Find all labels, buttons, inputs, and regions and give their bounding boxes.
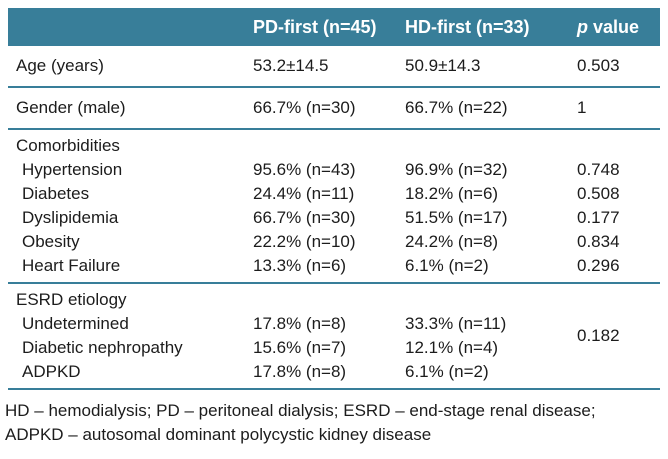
abbreviations-footnote: HD – hemodialysis; PD – peritoneal dialy…: [5, 399, 668, 447]
table-row-gender: Gender (male) 66.7% (n=30) 66.7% (n=22) …: [8, 88, 660, 130]
p-value: 0.508: [577, 184, 620, 203]
table-row-adpkd: ADPKD 17.8% (n=8) 6.1% (n=2): [8, 360, 570, 384]
hd-value: 6.1% (n=2): [405, 362, 489, 381]
table-row-undetermined: Undetermined 17.8% (n=8) 33.3% (n=11): [8, 312, 570, 336]
row-label: Diabetes: [22, 184, 90, 203]
group-title: ESRD etiology: [16, 290, 127, 309]
hd-value: 12.1% (n=4): [405, 338, 499, 357]
pd-value: 13.3% (n=6): [253, 256, 347, 275]
hd-value: 33.3% (n=11): [405, 314, 507, 333]
hd-value: 50.9±14.3: [405, 56, 481, 75]
table-row-hypertension: Hypertension 95.6% (n=43) 96.9% (n=32) 0…: [8, 158, 660, 182]
pd-value: 53.2±14.5: [253, 56, 329, 75]
footnote-line-2: ADPKD – autosomal dominant polycystic ki…: [5, 425, 432, 444]
table-row-diabetic-nephropathy: Diabetic nephropathy 15.6% (n=7) 12.1% (…: [8, 336, 570, 360]
p-value: 0.177: [577, 208, 620, 227]
pd-value: 17.8% (n=8): [253, 314, 347, 333]
hd-value: 18.2% (n=6): [405, 184, 499, 203]
pd-value: 15.6% (n=7): [253, 338, 347, 357]
row-label: ADPKD: [22, 362, 81, 381]
p-value-rest: value: [593, 16, 640, 37]
pd-value: 17.8% (n=8): [253, 362, 347, 381]
table-row-obesity: Obesity 22.2% (n=10) 24.2% (n=8) 0.834: [8, 230, 660, 254]
header-cell-p-value: p value: [570, 17, 660, 38]
pd-value: 24.4% (n=11): [253, 184, 355, 203]
row-label: Undetermined: [22, 314, 129, 333]
header-cell-pd-first: PD-first (n=45): [253, 16, 377, 37]
hd-value: 51.5% (n=17): [405, 208, 508, 227]
row-label: Gender (male): [16, 98, 126, 117]
row-label: Dyslipidemia: [22, 208, 119, 227]
footnote-line-1: HD – hemodialysis; PD – peritoneal dialy…: [5, 401, 596, 420]
hd-value: 24.2% (n=8): [405, 232, 499, 251]
table-row-age: Age (years) 53.2±14.5 50.9±14.3 0.503: [8, 46, 660, 88]
row-label: Obesity: [22, 232, 80, 251]
group-p-value: 0.182: [577, 326, 620, 345]
pd-value: 95.6% (n=43): [253, 160, 356, 179]
table-header-row: PD-first (n=45) HD-first (n=33) p value: [8, 8, 660, 46]
pd-value: 66.7% (n=30): [253, 98, 356, 117]
p-value: 1: [577, 98, 587, 117]
p-value: 0.748: [577, 160, 620, 179]
hd-value: 96.9% (n=32): [405, 160, 508, 179]
p-value: 0.296: [577, 256, 620, 275]
pd-value: 66.7% (n=30): [253, 208, 356, 227]
group-esrd-etiology: ESRD etiology Undetermined 17.8% (n=8) 3…: [8, 284, 660, 390]
group-title: Comorbidities: [16, 136, 120, 155]
p-value: 0.834: [577, 232, 620, 251]
table-row-dyslipidemia: Dyslipidemia 66.7% (n=30) 51.5% (n=17) 0…: [8, 206, 660, 230]
table-row-heart-failure: Heart Failure 13.3% (n=6) 6.1% (n=2) 0.2…: [8, 254, 660, 278]
pd-value: 22.2% (n=10): [253, 232, 356, 251]
hd-value: 6.1% (n=2): [405, 256, 489, 275]
row-label: Age (years): [16, 56, 104, 75]
hd-value: 66.7% (n=22): [405, 98, 508, 117]
row-label: Hypertension: [22, 160, 123, 179]
row-label: Heart Failure: [22, 256, 121, 275]
header-cell-hd-first: HD-first (n=33): [405, 16, 530, 37]
row-label: Diabetic nephropathy: [22, 338, 183, 357]
p-value: 0.503: [577, 56, 620, 75]
comparison-table: PD-first (n=45) HD-first (n=33) p value A…: [8, 8, 660, 390]
table-row-diabetes: Diabetes 24.4% (n=11) 18.2% (n=6) 0.508: [8, 182, 660, 206]
group-comorbidities: Comorbidities Hypertension 95.6% (n=43) …: [8, 130, 660, 284]
p-value-italic-p: p: [577, 16, 588, 37]
